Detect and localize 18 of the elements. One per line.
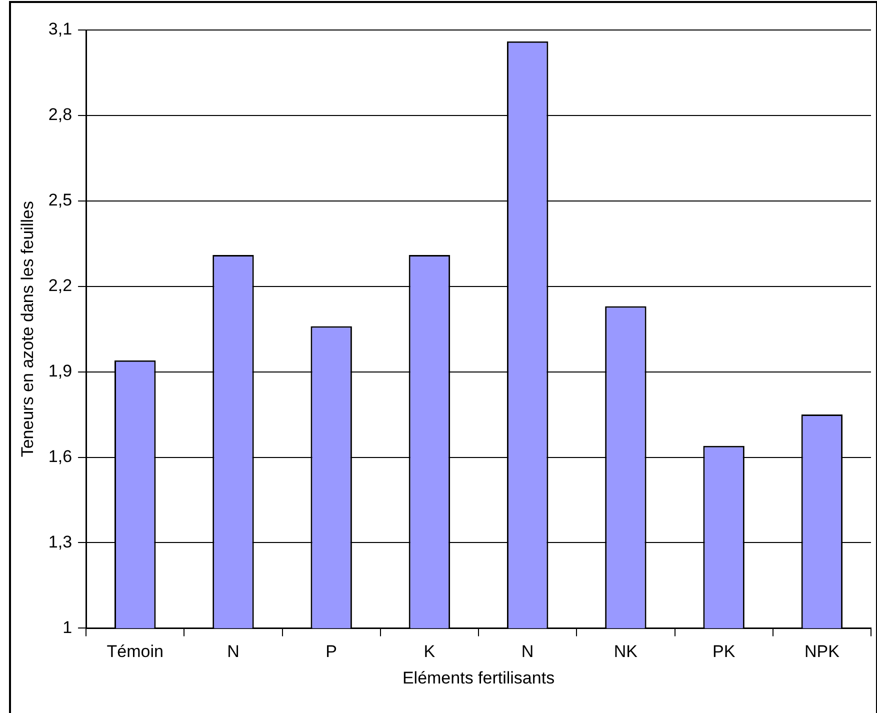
y-axis-title: Teneurs en azote dans les feuilles xyxy=(18,201,37,458)
y-tick-label: 1,9 xyxy=(48,362,72,381)
y-tick-label: 2,5 xyxy=(48,190,72,210)
y-tick-label: 1,3 xyxy=(48,532,72,552)
x-tick-label: PK xyxy=(712,642,736,662)
y-tick-label: 2,2 xyxy=(48,276,72,296)
x-tick-label: NPK xyxy=(804,642,840,662)
x-tick-label: N xyxy=(227,642,240,662)
x-tick-label: P xyxy=(326,642,338,662)
x-axis-title: Eléments fertilisants xyxy=(402,668,555,688)
x-tick-label: N xyxy=(521,642,534,662)
x-tick-label: Témoin xyxy=(106,642,164,662)
x-tick-label: K xyxy=(424,642,436,662)
y-tick-label: 2,8 xyxy=(48,105,72,124)
x-tick-label: NK xyxy=(614,642,638,662)
y-tick-label: 3,1 xyxy=(48,20,72,39)
y-tick-label: 1,6 xyxy=(48,446,72,466)
y-tick-label: 1 xyxy=(62,618,72,637)
